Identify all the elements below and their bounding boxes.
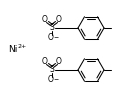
- Text: O: O: [56, 57, 62, 65]
- Text: S: S: [50, 65, 54, 74]
- Text: O: O: [48, 33, 54, 43]
- Text: −: −: [53, 34, 58, 39]
- Text: O: O: [56, 14, 62, 23]
- Text: 2+: 2+: [18, 44, 27, 49]
- Text: O: O: [42, 57, 48, 65]
- Text: O: O: [48, 75, 54, 84]
- Text: Ni: Ni: [8, 44, 17, 54]
- Text: −: −: [53, 76, 58, 81]
- Text: S: S: [50, 23, 54, 33]
- Text: O: O: [42, 14, 48, 23]
